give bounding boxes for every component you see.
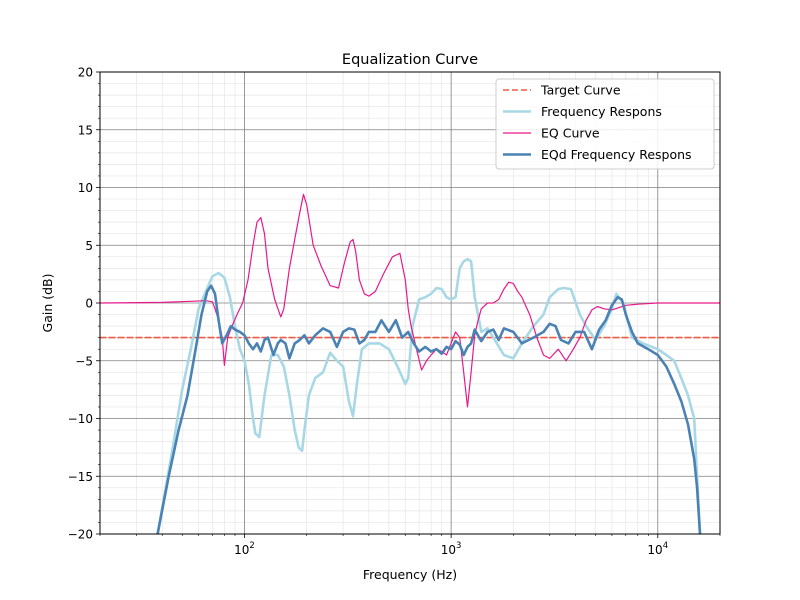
x-tick-label: 102 [234, 541, 255, 557]
y-axis-label: Gain (dB) [40, 274, 55, 333]
x-axis-label: Frequency (Hz) [363, 567, 457, 582]
y-tick-label: −15 [68, 470, 93, 484]
y-tick-label: −20 [68, 528, 93, 542]
y-tick-label: 5 [85, 239, 93, 253]
x-tick-label: 104 [647, 541, 668, 557]
series-line-2 [100, 193, 720, 408]
axis-tick-labels: 102 103 104 −20 −15 −10 −5 0 5 10 15 20 [68, 66, 668, 558]
y-tick-label: 0 [85, 297, 93, 311]
y-tick-label: 15 [78, 123, 93, 137]
y-tick-label: −5 [75, 354, 93, 368]
legend: Target Curve Frequency Respons EQ Curve EQd… [495, 78, 715, 170]
legend-label-0: Target Curve [540, 83, 621, 98]
legend-label-3: EQd Frequency Respons [541, 147, 692, 162]
y-tick-label: −10 [68, 412, 93, 426]
series-line-3 [156, 284, 702, 534]
legend-box [495, 78, 715, 170]
chart-title: Equalization Curve [342, 52, 478, 68]
legend-label-2: EQ Curve [541, 126, 600, 141]
y-tick-label: 20 [78, 66, 93, 80]
series-layer [100, 193, 720, 534]
y-tick-label: 10 [78, 181, 93, 195]
legend-label-1: Frequency Respons [541, 104, 662, 119]
axis-ticks [96, 71, 721, 538]
x-tick-label: 103 [441, 541, 462, 557]
